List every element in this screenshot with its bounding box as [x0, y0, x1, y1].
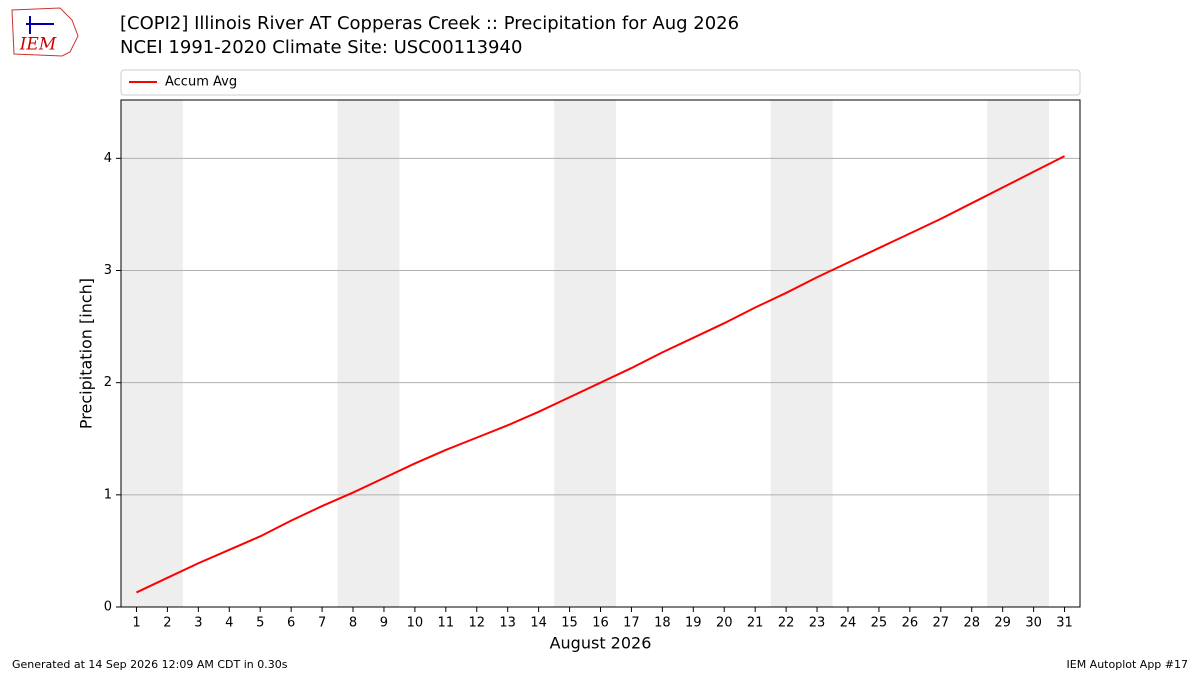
chart-subtitle: NCEI 1991-2020 Climate Site: USC00113940: [120, 37, 522, 58]
x-tick-label: 16: [592, 616, 609, 631]
footer-left: Generated at 14 Sep 2026 12:09 AM CDT in…: [12, 658, 288, 671]
x-tick-label: 13: [499, 616, 516, 631]
x-tick-label: 2: [163, 616, 171, 631]
x-tick-label: 5: [256, 616, 264, 631]
x-tick-label: 15: [561, 616, 578, 631]
x-tick-label: 9: [380, 616, 388, 631]
line-series: [136, 155, 1065, 594]
x-tick-label: 7: [318, 616, 326, 631]
x-tick-label: 26: [902, 616, 919, 631]
weekend-band: [337, 100, 400, 607]
y-axis-label: Precipitation [inch]: [77, 278, 96, 429]
y-tick-label: 1: [104, 487, 112, 502]
chart-title: [COPI2] Illinois River AT Copperas Creek…: [120, 13, 739, 34]
footer-right: IEM Autoplot App #17: [1067, 658, 1189, 671]
x-tick-label: 12: [468, 616, 485, 631]
x-tick-label: 21: [747, 616, 764, 631]
weekend-band: [770, 100, 833, 607]
x-tick-label: 30: [1025, 616, 1042, 631]
y-tick-label: 3: [104, 263, 112, 278]
x-tick-label: 20: [716, 616, 733, 631]
y-tick-label: 2: [104, 375, 112, 390]
legend-label: Accum Avg: [165, 75, 237, 90]
plot-frame: [120, 99, 1081, 608]
x-tick-label: 1: [132, 616, 140, 631]
weekend-band: [121, 100, 183, 607]
weekend-band: [554, 100, 616, 607]
x-tick-label: 8: [349, 616, 357, 631]
x-tick-label: 22: [778, 616, 795, 631]
y-tick-label: 0: [104, 600, 112, 615]
x-tick-label: 14: [530, 616, 547, 631]
y-tick-label: 4: [104, 151, 112, 166]
x-tick-label: 11: [438, 616, 455, 631]
weekend-band: [987, 100, 1050, 607]
x-tick-label: 23: [809, 616, 826, 631]
x-tick-label: 31: [1056, 616, 1073, 631]
x-axis-label: August 2026: [550, 634, 652, 653]
x-tick-label: 28: [963, 616, 980, 631]
x-tick-label: 27: [933, 616, 950, 631]
logo: IEM: [11, 7, 79, 57]
x-tick-label: 6: [287, 616, 295, 631]
x-tick-label: 17: [623, 616, 640, 631]
x-tick-label: 4: [225, 616, 233, 631]
x-tick-label: 10: [407, 616, 424, 631]
x-tick-label: 19: [685, 616, 702, 631]
legend-box: [120, 69, 1081, 96]
x-tick-label: 25: [871, 616, 888, 631]
x-tick-label: 29: [994, 616, 1011, 631]
logo-text: IEM: [19, 35, 57, 55]
x-tick-label: 3: [194, 616, 202, 631]
x-tick-label: 24: [840, 616, 857, 631]
x-tick-label: 18: [654, 616, 671, 631]
